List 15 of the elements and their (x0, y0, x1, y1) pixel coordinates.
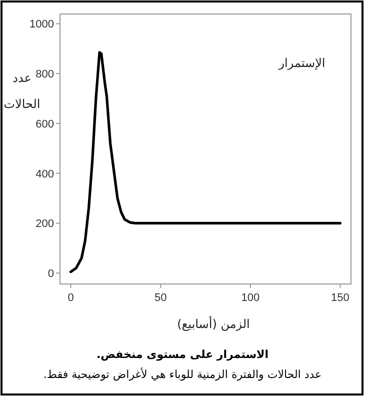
y-tick-label: 600 (36, 118, 54, 130)
y-tick-label: 1000 (30, 18, 54, 31)
x-tick-label: 0 (68, 292, 74, 304)
x-axis-title: الزمن (أسابيع) (177, 316, 250, 331)
text: عدد الحالات والفترة الزمنية للوباء هي لأغراض توضيحية فقط. (43, 367, 322, 381)
annotation: الإستمرار (278, 56, 326, 70)
y-tick-label: 0 (48, 268, 54, 280)
line-series (69, 51, 342, 274)
x-tick-label: 50 (154, 292, 167, 304)
y-tick-label: 400 (36, 168, 54, 180)
x-tick-label: 150 (331, 292, 350, 304)
y-tick-label: 200 (36, 218, 54, 230)
text: الاستمرار على مستوى منخفض. (96, 348, 269, 361)
x-tick-label: 100 (241, 292, 260, 304)
y-tick-label: 800 (36, 68, 54, 81)
